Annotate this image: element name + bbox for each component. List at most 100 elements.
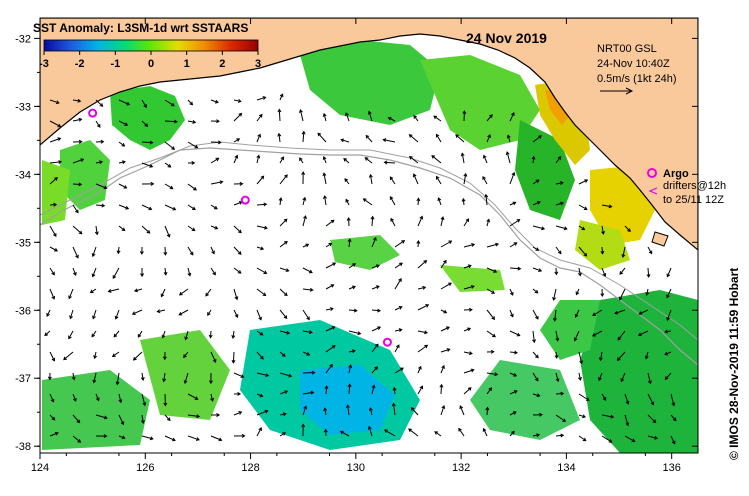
current-vector (256, 246, 264, 250)
current-vector (302, 406, 307, 416)
current-vector-head (511, 112, 515, 116)
current-vector (92, 246, 97, 257)
colorbar-tick-label: 3 (255, 58, 261, 70)
current-vector-head (560, 433, 565, 438)
current-vector (348, 330, 361, 335)
current-vector-head (532, 339, 537, 344)
current-vector (408, 428, 419, 437)
current-vector (383, 139, 396, 143)
current-vector-head (581, 226, 586, 231)
current-vector (592, 330, 603, 337)
current-vector (670, 435, 676, 444)
current-vector (325, 326, 335, 332)
current-vector-head (582, 437, 587, 442)
current-vector (463, 265, 472, 269)
current-vector-head (602, 273, 607, 277)
current-vector (486, 134, 491, 143)
current-vector (388, 117, 396, 122)
current-vector-head (121, 160, 126, 165)
current-vector-head (617, 336, 622, 341)
current-vector-head (263, 270, 268, 274)
current-vector (187, 120, 196, 123)
argo-legend-label: Argo (663, 168, 689, 180)
current-vector-head (322, 112, 327, 117)
current-vector-head (410, 407, 415, 411)
current-vector (141, 141, 153, 144)
current-vector (463, 285, 475, 290)
current-vector (162, 330, 166, 338)
current-vector (161, 288, 166, 297)
lat-tick-label: -37 (15, 373, 31, 385)
lon-tick-label: 124 (31, 462, 49, 474)
current-vector-head (323, 407, 328, 412)
current-vector (49, 393, 54, 402)
current-vector-head (171, 146, 176, 150)
current-vector (413, 115, 419, 122)
current-vector (141, 414, 144, 424)
current-vector-head (534, 377, 539, 382)
current-vector (363, 198, 373, 206)
current-vector (486, 387, 492, 395)
current-vector-head (346, 217, 351, 221)
current-vector (164, 183, 173, 190)
current-vector-head (371, 384, 376, 389)
current-vector-head (600, 250, 605, 255)
current-vector (411, 407, 419, 416)
current-vector (647, 372, 651, 384)
current-vector-head (306, 352, 311, 356)
current-vector (116, 372, 120, 385)
current-vector-head (51, 357, 56, 362)
current-vector (440, 405, 445, 416)
current-vector-head (91, 333, 96, 338)
current-vector-head (585, 397, 590, 401)
current-vector-head (584, 179, 589, 183)
current-vector-head (51, 295, 56, 300)
current-vector (647, 435, 658, 439)
current-vector-head (150, 181, 155, 186)
current-vector-head (666, 294, 670, 299)
current-vector (325, 364, 333, 374)
current-vector-head (555, 378, 560, 383)
current-vector (624, 435, 635, 442)
current-vector (118, 141, 125, 147)
current-vector-head (299, 109, 303, 114)
current-vector-head (161, 334, 166, 339)
current-vector-head (213, 205, 218, 210)
current-vector-head (140, 377, 145, 381)
current-vector-head (374, 343, 379, 348)
current-vector-head (214, 225, 219, 230)
current-vector (431, 155, 442, 164)
current-vector (95, 99, 103, 107)
current-vector (317, 132, 327, 143)
current-vector (532, 393, 540, 397)
current-vector-head (441, 404, 446, 409)
current-vector (463, 243, 475, 248)
current-vector-head (373, 236, 377, 241)
current-vector-head (309, 287, 314, 292)
sst-patch (440, 265, 505, 292)
current-vector (233, 99, 241, 102)
current-vector-head (124, 122, 129, 126)
lat-tick-label: -32 (15, 33, 31, 45)
current-vector-head (627, 228, 631, 233)
current-vector (302, 243, 309, 248)
current-vector (325, 219, 335, 227)
current-vector-head (258, 427, 262, 432)
current-vector (157, 309, 166, 313)
current-vector (409, 134, 419, 143)
current-vector-head (216, 412, 221, 417)
current-vector-head (265, 373, 270, 378)
current-vector (256, 267, 267, 274)
current-vector (664, 372, 672, 380)
current-vector-head (306, 316, 310, 321)
current-vector (486, 243, 499, 248)
current-vector-head (345, 112, 349, 117)
current-vector-head (91, 253, 96, 258)
current-vector (49, 351, 55, 362)
current-vector (325, 386, 328, 395)
current-vector-head (282, 412, 287, 417)
current-vector-head (513, 373, 518, 377)
current-vector (49, 99, 60, 104)
plot-frame (39, 17, 699, 454)
current-vector-head (258, 113, 263, 118)
